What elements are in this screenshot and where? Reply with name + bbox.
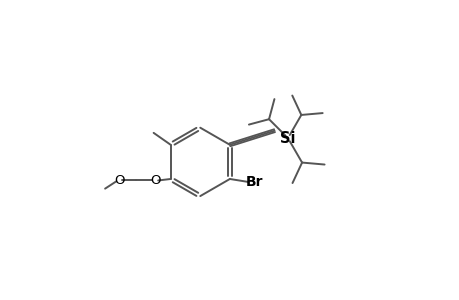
Text: Br: Br bbox=[245, 175, 263, 189]
Text: O: O bbox=[114, 174, 124, 187]
Text: O: O bbox=[150, 174, 161, 187]
Text: Si: Si bbox=[280, 130, 295, 146]
